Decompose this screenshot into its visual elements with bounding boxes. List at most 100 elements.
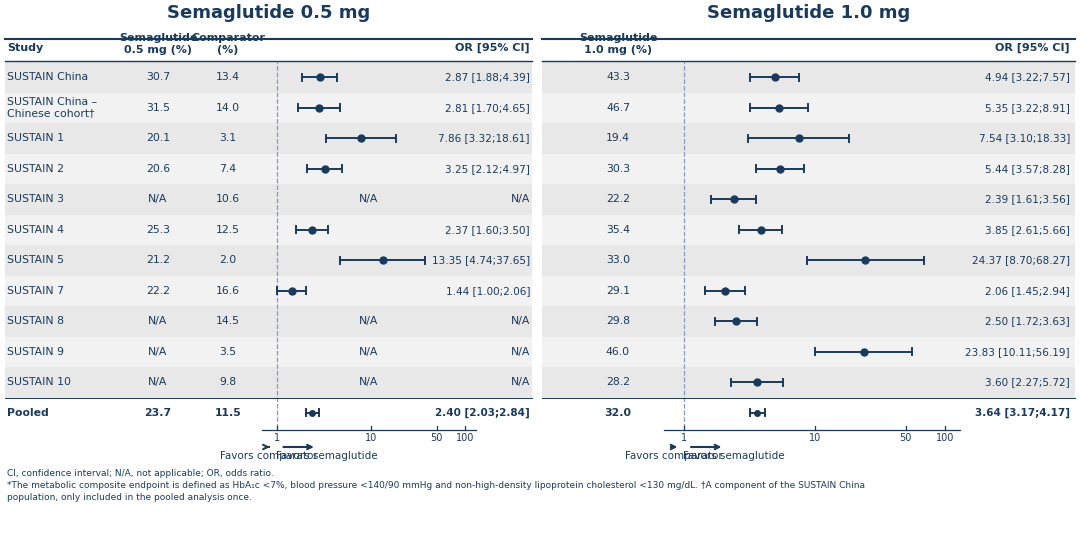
Text: Study: Study [6, 43, 43, 53]
Text: 2.0: 2.0 [219, 255, 237, 266]
Text: N/A: N/A [360, 377, 379, 387]
Bar [542, 397, 1075, 428]
Text: 12.5: 12.5 [216, 225, 240, 235]
Text: OR [95% CI]: OR [95% CI] [456, 43, 530, 53]
Text: Favors semaglutide: Favors semaglutide [684, 451, 785, 461]
Text: SUSTAIN 4: SUSTAIN 4 [6, 225, 64, 235]
Text: 46.0: 46.0 [606, 347, 630, 357]
Bar [5, 184, 532, 215]
Text: 24.37 [8.70;68.27]: 24.37 [8.70;68.27] [972, 255, 1070, 266]
Bar [5, 92, 532, 123]
Bar [542, 123, 1075, 154]
Text: 20.6: 20.6 [146, 164, 170, 174]
Text: 4.94 [3.22;7.57]: 4.94 [3.22;7.57] [985, 72, 1070, 82]
Text: Favors comparator: Favors comparator [220, 451, 319, 461]
Text: 2.39 [1.61;3.56]: 2.39 [1.61;3.56] [985, 194, 1070, 204]
Text: 3.5: 3.5 [219, 347, 237, 357]
Text: 46.7: 46.7 [606, 103, 630, 113]
Text: 3.64 [3.17;4.17]: 3.64 [3.17;4.17] [975, 408, 1070, 418]
Text: 2.87 [1.88;4.39]: 2.87 [1.88;4.39] [445, 72, 530, 82]
Bar [5, 123, 532, 154]
Text: 28.2: 28.2 [606, 377, 630, 387]
Text: Semaglutide
0.5 mg (%): Semaglutide 0.5 mg (%) [119, 33, 198, 55]
Text: SUSTAIN 2: SUSTAIN 2 [6, 164, 64, 174]
Text: 23.7: 23.7 [145, 408, 172, 418]
Text: Favors semaglutide: Favors semaglutide [275, 451, 377, 461]
Bar [5, 306, 532, 337]
Text: 14.5: 14.5 [216, 316, 240, 326]
Text: 5.35 [3.22;8.91]: 5.35 [3.22;8.91] [985, 103, 1070, 113]
Text: N/A: N/A [148, 194, 167, 204]
Text: 20.1: 20.1 [146, 133, 170, 143]
Text: 23.83 [10.11;56.19]: 23.83 [10.11;56.19] [966, 347, 1070, 357]
Bar [5, 276, 532, 306]
Text: 29.1: 29.1 [606, 286, 630, 296]
Text: 1: 1 [273, 433, 280, 443]
Text: Pooled: Pooled [6, 408, 49, 418]
Text: 35.4: 35.4 [606, 225, 630, 235]
Text: 5.44 [3.57;8.28]: 5.44 [3.57;8.28] [985, 164, 1070, 174]
Bar [5, 154, 532, 184]
Bar [542, 154, 1075, 184]
Text: 2.40 [2.03;2.84]: 2.40 [2.03;2.84] [435, 408, 530, 418]
Text: 50: 50 [900, 433, 912, 443]
Text: 31.5: 31.5 [146, 103, 170, 113]
Text: SUSTAIN 8: SUSTAIN 8 [6, 316, 64, 326]
Text: 3.1: 3.1 [219, 133, 237, 143]
Text: 19.4: 19.4 [606, 133, 630, 143]
Text: N/A: N/A [148, 377, 167, 387]
Text: 43.3: 43.3 [606, 72, 630, 82]
Bar [542, 245, 1075, 276]
Text: SUSTAIN China –
Chinese cohort†: SUSTAIN China – Chinese cohort† [6, 97, 97, 119]
Text: 10: 10 [809, 433, 821, 443]
Bar [542, 276, 1075, 306]
Text: 10: 10 [365, 433, 377, 443]
Bar [5, 337, 532, 367]
Text: Comparator
(%): Comparator (%) [191, 33, 265, 55]
Bar [5, 62, 532, 92]
Text: SUSTAIN 10: SUSTAIN 10 [6, 377, 71, 387]
Text: 32.0: 32.0 [605, 408, 632, 418]
Text: 14.0: 14.0 [216, 103, 240, 113]
Text: N/A: N/A [360, 194, 379, 204]
Text: 13.35 [4.74;37.65]: 13.35 [4.74;37.65] [432, 255, 530, 266]
Bar [542, 306, 1075, 337]
Text: 2.06 [1.45;2.94]: 2.06 [1.45;2.94] [985, 286, 1070, 296]
Text: 30.7: 30.7 [146, 72, 170, 82]
Text: N/A: N/A [511, 316, 530, 326]
Text: N/A: N/A [360, 347, 379, 357]
Text: 11.5: 11.5 [215, 408, 241, 418]
Text: SUSTAIN 5: SUSTAIN 5 [6, 255, 64, 266]
Text: population, only included in the pooled analysis once.: population, only included in the pooled … [6, 493, 252, 502]
Text: SUSTAIN 9: SUSTAIN 9 [6, 347, 64, 357]
Text: SUSTAIN China: SUSTAIN China [6, 72, 89, 82]
Text: CI, confidence interval; N/A, not applicable; OR, odds ratio.: CI, confidence interval; N/A, not applic… [6, 469, 273, 478]
Text: 22.2: 22.2 [606, 194, 630, 204]
Bar [542, 39, 1075, 61]
Text: 25.3: 25.3 [146, 225, 170, 235]
Text: N/A: N/A [148, 316, 167, 326]
Text: 50: 50 [431, 433, 443, 443]
Text: 100: 100 [456, 433, 474, 443]
Bar [542, 184, 1075, 215]
Text: 1.44 [1.00;2.06]: 1.44 [1.00;2.06] [446, 286, 530, 296]
Bar [542, 215, 1075, 245]
Text: 3.85 [2.61;5.66]: 3.85 [2.61;5.66] [985, 225, 1070, 235]
Text: 16.6: 16.6 [216, 286, 240, 296]
Text: *The metabolic composite endpoint is defined as HbA₁c <7%, blood pressure <140/9: *The metabolic composite endpoint is def… [6, 481, 865, 490]
Bar [5, 397, 532, 428]
Text: Semaglutide
1.0 mg (%): Semaglutide 1.0 mg (%) [579, 33, 658, 55]
Bar [542, 367, 1075, 397]
Text: 1: 1 [681, 433, 687, 443]
Text: 100: 100 [936, 433, 955, 443]
Text: 33.0: 33.0 [606, 255, 630, 266]
Text: 7.4: 7.4 [219, 164, 237, 174]
Text: 7.86 [3.32;18.61]: 7.86 [3.32;18.61] [438, 133, 530, 143]
Bar [5, 367, 532, 397]
Text: Favors comparator: Favors comparator [625, 451, 723, 461]
Text: 9.8: 9.8 [219, 377, 237, 387]
Bar [5, 39, 532, 61]
Text: SUSTAIN 1: SUSTAIN 1 [6, 133, 64, 143]
Text: 13.4: 13.4 [216, 72, 240, 82]
Text: 3.60 [2.27;5.72]: 3.60 [2.27;5.72] [985, 377, 1070, 387]
